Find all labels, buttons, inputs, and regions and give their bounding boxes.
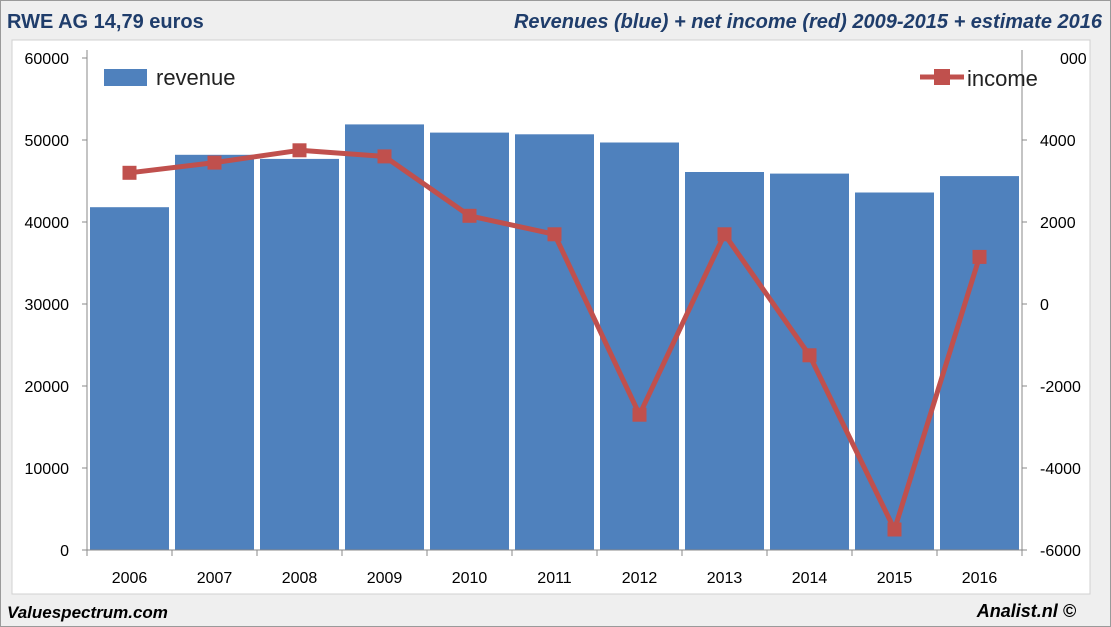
y-right-tick-label: 4000 xyxy=(1040,133,1076,150)
y-left-tick-label: 40000 xyxy=(25,215,70,232)
bar-2007 xyxy=(175,154,254,551)
bar-2011 xyxy=(515,134,594,551)
y-right-tick-label-top: 000 xyxy=(1060,51,1087,68)
y-left-tick-label: 50000 xyxy=(25,133,70,150)
y-left-tick-label: 60000 xyxy=(25,51,70,68)
x-tick-label-2015: 2015 xyxy=(877,570,913,587)
bar-2015 xyxy=(855,192,934,550)
chart-title-right: Revenues (blue) + net income (red) 2009-… xyxy=(513,11,1102,33)
income-point-2009 xyxy=(377,149,392,164)
y-right-tick-label: -6000 xyxy=(1040,543,1081,560)
bar-2012 xyxy=(600,142,679,550)
x-tick-label-2016: 2016 xyxy=(962,570,998,587)
income-point-2011 xyxy=(547,227,562,242)
y-right-tick-label: -4000 xyxy=(1040,461,1081,478)
x-tick-label-2012: 2012 xyxy=(622,570,658,587)
bar-2016 xyxy=(940,176,1019,550)
bar-2006 xyxy=(90,207,169,550)
x-tick-label-2010: 2010 xyxy=(452,570,488,587)
x-tick-label-2011: 2011 xyxy=(537,570,572,587)
y-left-tick-label: 30000 xyxy=(25,297,70,314)
income-point-2015 xyxy=(887,522,902,537)
y-left-tick-label: 0 xyxy=(60,543,69,560)
x-tick-label-2009: 2009 xyxy=(367,570,403,587)
y-left-tick-label: 10000 xyxy=(25,461,70,478)
income-point-2016 xyxy=(972,249,987,264)
legend-income-marker xyxy=(934,69,950,85)
legend-revenue-label: revenue xyxy=(156,65,236,90)
income-point-2006 xyxy=(122,165,137,180)
y-right-tick-label: -2000 xyxy=(1040,379,1081,396)
x-tick-label-2013: 2013 xyxy=(707,570,743,587)
income-point-2007 xyxy=(207,155,222,170)
income-point-2013 xyxy=(717,227,732,242)
footer-credit: Analist.nl © xyxy=(976,601,1076,621)
chart-title-left: RWE AG 14,79 euros xyxy=(7,11,204,33)
y-left-tick-label: 20000 xyxy=(25,379,70,396)
x-tick-label-2007: 2007 xyxy=(197,570,233,587)
income-point-2012 xyxy=(632,407,647,422)
y-right-tick-label: 2000 xyxy=(1040,215,1076,232)
x-tick-label-2008: 2008 xyxy=(282,570,318,587)
income-point-2008 xyxy=(292,143,307,158)
legend-income-label: income xyxy=(967,66,1038,91)
bar-2009 xyxy=(345,124,424,551)
income-point-2014 xyxy=(802,348,817,363)
bar-2008 xyxy=(260,158,339,550)
x-tick-label-2014: 2014 xyxy=(792,570,828,587)
y-right-tick-label: 0 xyxy=(1040,297,1049,314)
footer-source: Valuespectrum.com xyxy=(7,603,168,622)
income-point-2010 xyxy=(462,208,477,223)
bar-2010 xyxy=(430,132,509,550)
x-tick-label-2006: 2006 xyxy=(112,570,148,587)
legend-revenue-swatch xyxy=(104,69,147,86)
